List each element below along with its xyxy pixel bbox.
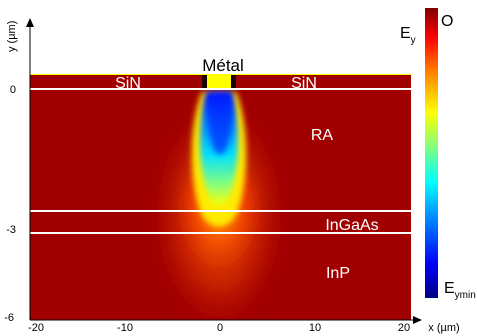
x-tick-0: 0: [217, 322, 223, 334]
colorbar-top-value: O: [441, 13, 453, 30]
field-plot-area: [30, 74, 411, 320]
sin-left-label: SiN: [115, 75, 141, 92]
y-axis-arrow-icon: [26, 18, 34, 27]
x-tick-20: 20: [398, 322, 410, 334]
y-axis-label: y (µm): [6, 21, 18, 52]
contact-gap-right: [231, 75, 236, 89]
x-tick-neg10: -10: [117, 322, 133, 334]
y-tick-0: 0: [10, 84, 16, 96]
x-tick-neg20: -20: [28, 322, 44, 334]
y-tick-neg6: -6: [4, 312, 14, 324]
metal-label: Métal: [202, 56, 244, 75]
metal-contact: [207, 74, 231, 90]
ra-label: RA: [311, 127, 334, 144]
colorbar-bottom-label: Eymin: [444, 280, 476, 301]
x-tick-10: 10: [309, 322, 321, 334]
ingaas-label: InGaAs: [325, 217, 378, 234]
colorbar-top-label: Ey: [400, 25, 416, 46]
x-axis-label: x (µm): [428, 322, 459, 334]
inp-label: InP: [326, 265, 350, 282]
field-deep-core: [207, 92, 233, 155]
sin-right-label: SiN: [291, 75, 317, 92]
contact-gap-left: [202, 75, 207, 89]
colorbar: [425, 8, 438, 298]
y-tick-neg3: -3: [6, 224, 16, 236]
x-axis-arrow-icon: [413, 316, 422, 324]
